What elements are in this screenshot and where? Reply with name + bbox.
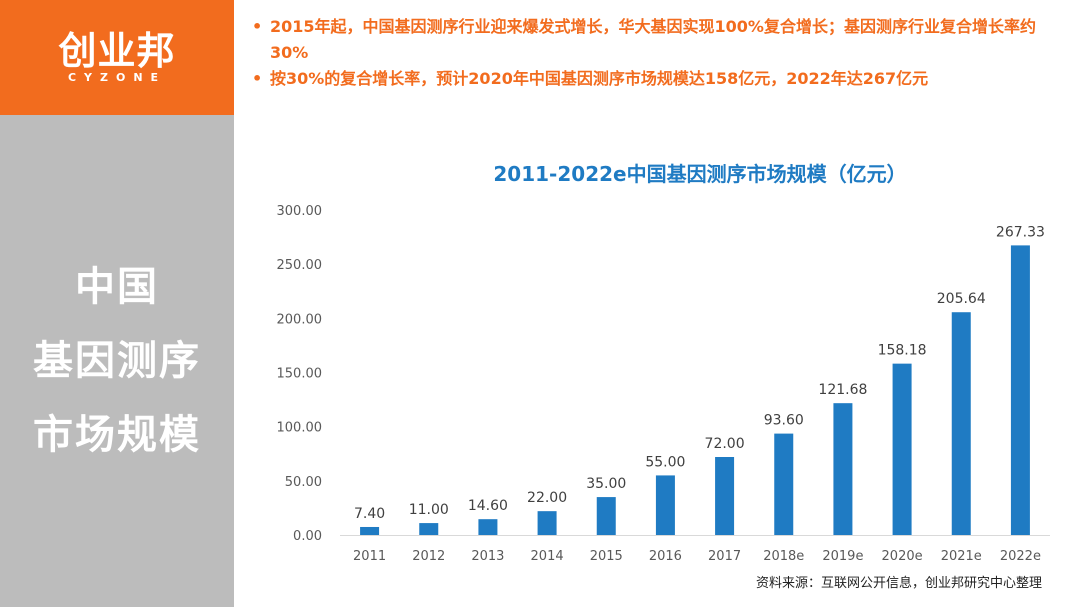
x-tick-label: 2013 <box>471 549 504 564</box>
x-tick-label: 2012 <box>412 549 445 564</box>
bar <box>951 312 971 535</box>
side-title-panel: 中国 基因测序 市场规模 <box>0 115 234 607</box>
x-tick-label: 2020e <box>882 549 923 564</box>
x-tick-label: 2021e <box>941 549 982 564</box>
x-tick-label: 2018e <box>763 549 804 564</box>
y-tick-label: 150.00 <box>277 367 323 382</box>
y-tick-label: 300.00 <box>277 204 323 219</box>
bar <box>715 457 735 535</box>
bar <box>833 403 853 535</box>
source-note: 资料来源：互联网公开信息，创业邦研究中心整理 <box>755 576 1042 591</box>
x-tick-label: 2015 <box>590 549 623 564</box>
logo-subtext: CYZONE <box>67 71 167 84</box>
logo-wordmark: 创业邦 <box>58 29 176 73</box>
data-label: 7.40 <box>354 506 385 522</box>
side-title-line-3: 市场规模 <box>33 412 201 458</box>
data-label: 158.18 <box>878 343 927 359</box>
brand-logo: 创业邦 CYZONE <box>0 0 234 115</box>
key-point-text: 按30%的复合增长率，预计2020年中国基因测序市场规模达158亿元，2022年… <box>270 69 929 88</box>
bar <box>774 433 794 535</box>
data-label: 121.68 <box>818 382 867 398</box>
data-label: 93.60 <box>764 413 804 429</box>
data-label: 55.00 <box>645 454 685 470</box>
bar-chart: 0.00 50.00 100.00 150.00 200.00 250.00 300.00 7… <box>277 204 1050 564</box>
key-point: • 按30%的复合增长率，预计2020年中国基因测序市场规模达158亿元，202… <box>250 66 1070 92</box>
side-title-line-2: 基因测序 <box>33 338 201 384</box>
x-tick-label: 2014 <box>531 549 564 564</box>
bar <box>478 519 498 535</box>
x-tick-label: 2019e <box>822 549 863 564</box>
data-label: 205.64 <box>937 291 986 307</box>
data-label: 72.00 <box>705 436 745 452</box>
side-title-line-1: 中国 <box>75 264 159 310</box>
data-label: 11.00 <box>409 502 449 518</box>
chart-title: 2011-2022e中国基因测序市场规模（亿元） <box>493 162 907 186</box>
y-tick-label: 0.00 <box>293 529 322 544</box>
y-tick-label: 100.00 <box>277 421 323 436</box>
x-tick-label: 2022e <box>1000 549 1041 564</box>
x-tick-label: 2017 <box>708 549 741 564</box>
y-tick-label: 50.00 <box>285 475 322 490</box>
key-point: • 2015年起，中国基因测序行业迎来爆发式增长，华大基因实现100%复合增长；… <box>250 14 1070 66</box>
y-tick-label: 200.00 <box>277 312 323 327</box>
key-points: • 2015年起，中国基因测序行业迎来爆发式增长，华大基因实现100%复合增长；… <box>250 14 1070 92</box>
bar <box>655 475 675 535</box>
x-tick-label: 2011 <box>353 549 386 564</box>
key-point-text: 2015年起，中国基因测序行业迎来爆发式增长，华大基因实现100%复合增长；基因… <box>270 17 1036 62</box>
y-tick-label: 250.00 <box>277 258 323 273</box>
bar <box>537 511 557 535</box>
bar <box>892 363 912 535</box>
bar <box>596 497 616 535</box>
data-label: 14.60 <box>468 498 508 514</box>
bullet-marker: • <box>252 69 263 88</box>
x-tick-label: 2016 <box>649 549 682 564</box>
bar <box>1010 245 1030 535</box>
bar <box>360 526 380 535</box>
data-label: 267.33 <box>996 224 1045 240</box>
data-label: 22.00 <box>527 490 567 506</box>
data-label: 35.00 <box>586 476 626 492</box>
bar <box>419 523 439 535</box>
bullet-marker: • <box>252 17 263 36</box>
